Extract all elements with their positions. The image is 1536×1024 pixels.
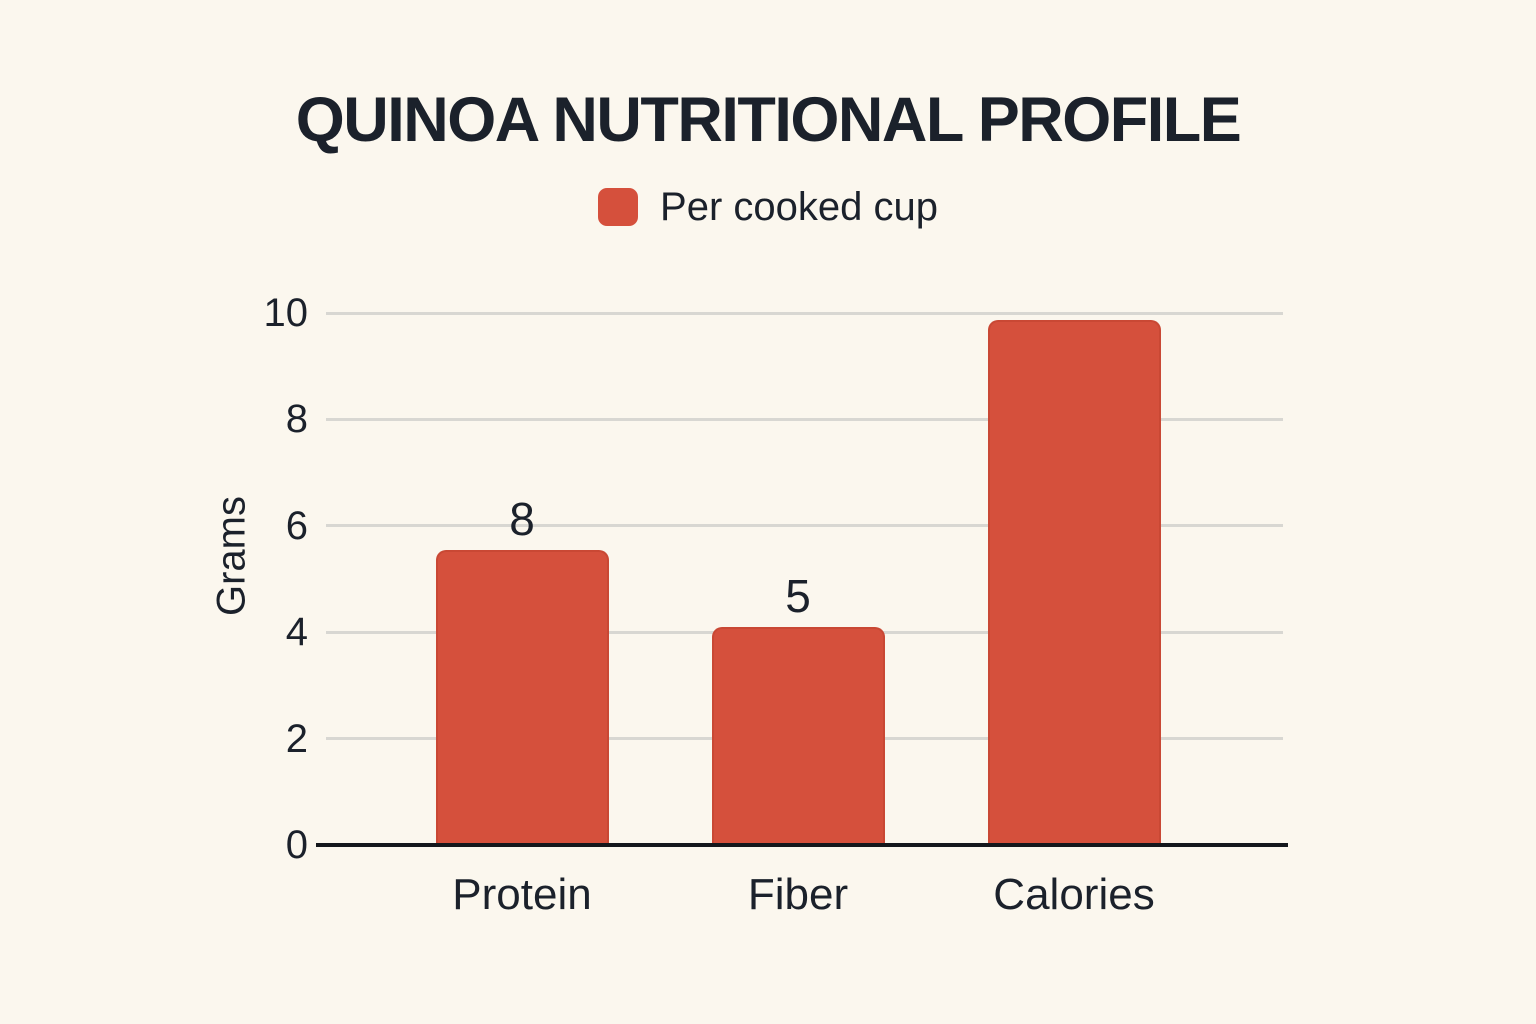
y-tick-label-2: 2 <box>285 716 308 761</box>
bar-protein <box>435 549 609 845</box>
x-axis-label-calories: Calories <box>993 870 1155 919</box>
gridline-y-8 <box>326 417 1283 421</box>
x-axis-line <box>316 843 1288 847</box>
chart-title: QUINOA NUTRITIONAL PROFILE <box>295 85 1242 155</box>
x-axis-label-protein: Protein <box>452 870 592 919</box>
bar-calories <box>987 319 1161 845</box>
data-label-fiber: 5 <box>785 569 811 622</box>
data-label-protein: 8 <box>509 492 535 545</box>
gridline-y-10 <box>326 311 1283 315</box>
y-tick-label-0: 0 <box>285 823 308 867</box>
legend-label: Per cooked cup <box>660 185 938 229</box>
y-tick-label-4: 4 <box>285 610 308 655</box>
x-axis-label-fiber: Fiber <box>747 870 849 919</box>
bar-fiber <box>711 626 885 845</box>
y-tick-label-10: 10 <box>263 291 309 335</box>
y-tick-label-6: 6 <box>285 503 308 548</box>
y-tick-label-8: 8 <box>285 397 308 442</box>
legend: Per cooked cup <box>0 186 1536 228</box>
gridline-y-6 <box>326 524 1283 528</box>
legend-swatch <box>598 188 639 226</box>
